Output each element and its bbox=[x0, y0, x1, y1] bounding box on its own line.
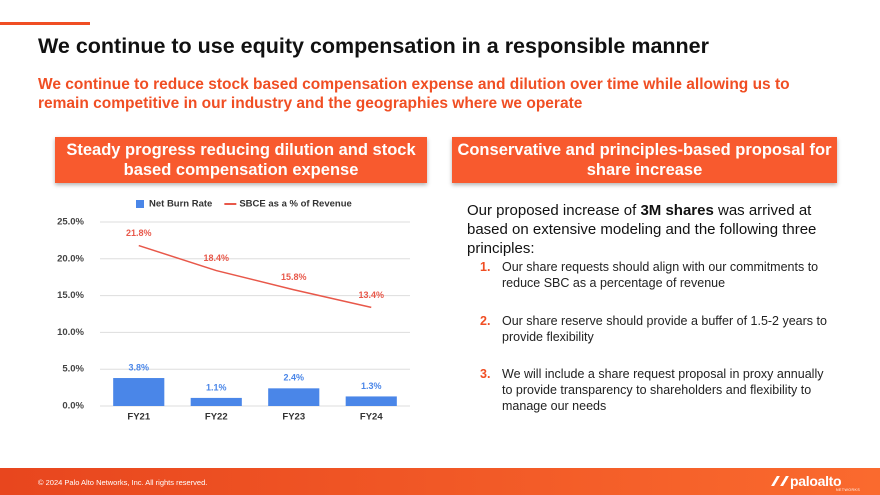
footer-bar bbox=[0, 468, 880, 495]
intro-bold: 3M shares bbox=[640, 202, 714, 219]
legend-label: SBCE as a % of Revenue bbox=[239, 199, 351, 210]
bar bbox=[268, 388, 320, 406]
principle: 2. Our share reserve should provide a buf… bbox=[480, 313, 830, 345]
x-tick-label: FY23 bbox=[282, 412, 305, 423]
bar bbox=[113, 378, 165, 406]
data-label: 13.4% bbox=[358, 290, 384, 300]
y-tick-label: 0.0% bbox=[62, 401, 84, 412]
y-tick-label: 15.0% bbox=[57, 290, 84, 301]
principle-number: 3. bbox=[480, 367, 491, 381]
data-label: 21.8% bbox=[126, 228, 152, 238]
title: We continue to use equity compensation i… bbox=[38, 34, 710, 58]
principle-text: Our share requests should align with our… bbox=[502, 260, 819, 290]
data-label: 1.3% bbox=[361, 381, 382, 391]
intro: Our proposed increase of 3M shares was a… bbox=[467, 201, 827, 258]
data-label: 2.4% bbox=[283, 373, 304, 383]
principle-number: 1. bbox=[480, 260, 491, 274]
data-label: 15.8% bbox=[281, 272, 307, 282]
principle: 1. Our share requests should align with o… bbox=[480, 259, 830, 291]
copyright: © 2024 Palo Alto Networks, Inc. All righ… bbox=[38, 478, 208, 487]
principle-number: 2. bbox=[480, 314, 491, 328]
principle-text: We will include a share request proposal… bbox=[502, 367, 824, 413]
intro-text: Our proposed increase of bbox=[467, 202, 641, 219]
y-tick-label: 10.0% bbox=[57, 327, 84, 338]
data-label: 18.4% bbox=[203, 253, 229, 263]
x-tick-label: FY22 bbox=[205, 412, 228, 423]
x-tick-label: FY21 bbox=[127, 412, 150, 423]
logo: paloalto bbox=[790, 473, 842, 489]
bar bbox=[190, 397, 242, 406]
bar bbox=[345, 396, 397, 406]
principle: 3. We will include a share request propos… bbox=[480, 366, 830, 414]
line bbox=[138, 244, 372, 309]
subtitle: We continue to reduce stock based compen… bbox=[38, 76, 790, 112]
y-tick-label: 20.0% bbox=[57, 253, 84, 264]
left-heading: Steady progress reducing dilution and st… bbox=[55, 137, 427, 183]
legend-label: Net Burn Rate bbox=[149, 199, 212, 210]
right-heading: Conservative and principles-based propos… bbox=[452, 137, 837, 183]
y-tick-label: 25.0% bbox=[57, 217, 84, 228]
y-tick-label: 5.0% bbox=[62, 364, 84, 375]
accent-bar bbox=[0, 22, 90, 25]
logo-sub: NETWORKS bbox=[836, 488, 861, 492]
data-label: 3.8% bbox=[128, 362, 149, 372]
intro-text: was arrived at based on extensive modeli… bbox=[467, 202, 817, 257]
legend-swatch bbox=[136, 200, 144, 208]
x-tick-label: FY24 bbox=[360, 412, 383, 423]
data-label: 1.1% bbox=[206, 382, 227, 392]
principle-text: Our share reserve should provide a buffe… bbox=[502, 314, 827, 344]
